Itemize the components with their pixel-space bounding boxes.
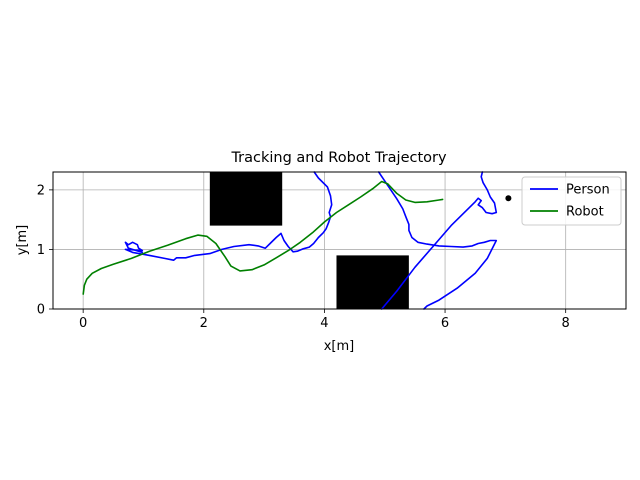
x-tick-label: 0 <box>79 316 87 331</box>
legend-label-robot: Robot <box>566 205 604 220</box>
tick-layer: 0 2 4 6 8 0 1 2 <box>37 183 570 331</box>
x-tick-label: 8 <box>562 316 570 331</box>
chart-title: Tracking and Robot Trajectory <box>230 150 447 166</box>
y-tick-label: 1 <box>37 243 45 258</box>
series-line-person <box>124 171 333 261</box>
series-line-robot <box>82 180 444 295</box>
x-tick-label: 6 <box>441 316 449 331</box>
legend-label-person: Person <box>566 183 610 198</box>
x-tick-label: 2 <box>200 316 208 331</box>
series-line-person <box>377 171 498 310</box>
obstacle-layer <box>209 172 409 309</box>
series-line-person <box>380 171 498 310</box>
series-layer <box>82 171 498 310</box>
obstacle <box>209 172 283 226</box>
x-axis-label: x[m] <box>324 339 355 354</box>
x-tick-label: 4 <box>320 316 328 331</box>
y-tick-label: 2 <box>37 183 45 198</box>
y-axis-label: y[m] <box>15 225 30 256</box>
marker-layer <box>505 195 512 202</box>
legend: Person Robot <box>521 176 622 226</box>
point-marker <box>505 195 512 202</box>
plot-frame <box>52 171 627 310</box>
y-tick-label: 0 <box>37 303 45 318</box>
obstacle <box>336 255 409 309</box>
